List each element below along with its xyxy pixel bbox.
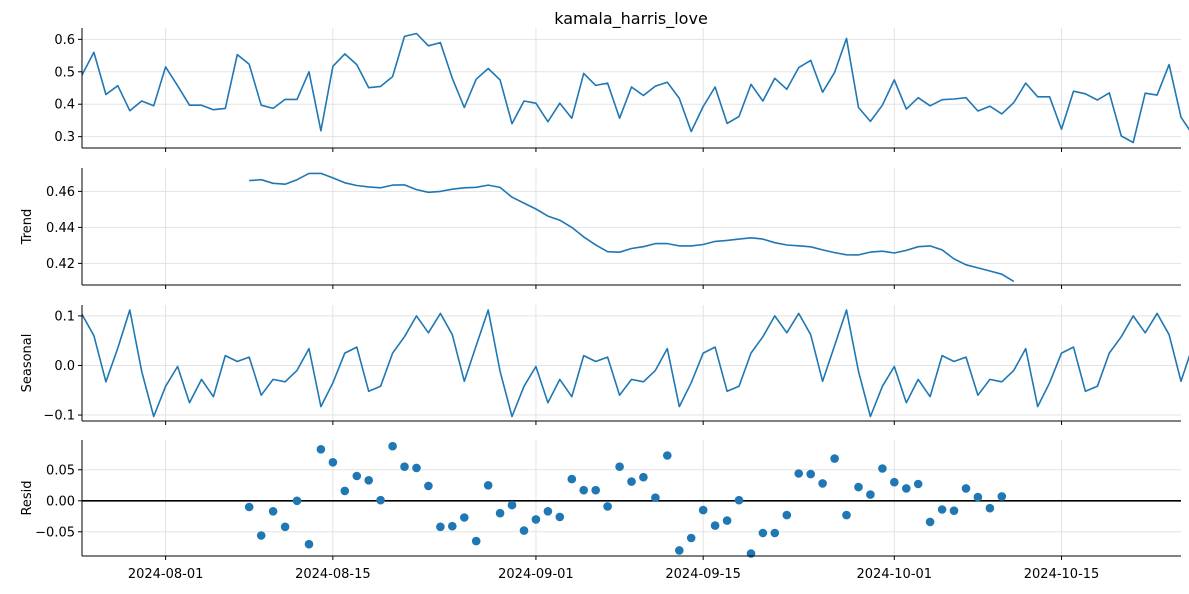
resid-point (424, 481, 433, 491)
y-tick-label: 0.42 (46, 257, 75, 272)
resid-point (818, 479, 827, 488)
resid-point (483, 481, 493, 490)
resid-point (890, 477, 899, 487)
resid-point (866, 490, 875, 499)
resid-point (925, 517, 935, 527)
resid-point (937, 505, 947, 514)
resid-point (567, 474, 577, 484)
y-tick-label: 0.1 (54, 309, 75, 324)
resid-point (400, 462, 409, 472)
y-tick-label: 0.5 (54, 65, 75, 80)
resid-point (244, 502, 254, 512)
resid-point (746, 549, 756, 558)
resid-point (961, 484, 971, 493)
resid-point (340, 486, 350, 496)
x-tick-label: 2024-10-01 (857, 567, 933, 582)
x-tick-label: 2024-09-15 (665, 567, 741, 582)
resid-point (507, 500, 517, 510)
resid-point (304, 539, 314, 549)
resid-point (722, 516, 732, 525)
resid-point (770, 528, 780, 538)
resid-point (352, 471, 362, 481)
resid-point (710, 521, 720, 530)
resid-point (579, 485, 588, 495)
resid-point (627, 477, 636, 486)
chart-title: kamala_harris_love (554, 9, 708, 29)
resid-point (830, 454, 839, 463)
resid-point (639, 472, 648, 482)
resid-point (663, 451, 672, 460)
x-tick-label: 2024-08-01 (128, 567, 204, 582)
resid-point (460, 513, 469, 522)
resid-point (878, 464, 887, 473)
resid-point (436, 522, 445, 532)
resid-point (913, 479, 923, 489)
y-tick-label: 0.4 (54, 98, 75, 113)
y-axis-label: Seasonal (20, 334, 35, 393)
resid-point (651, 493, 660, 503)
resid-point (997, 492, 1007, 501)
resid-point (734, 495, 744, 505)
resid-point (531, 515, 541, 524)
panel-seasonal: −0.1 0.0 0.1 Seasonal (20, 305, 1189, 425)
series-line (249, 172, 1015, 283)
resid-point (842, 510, 851, 520)
resid-point (794, 469, 803, 478)
resid-point (519, 526, 529, 535)
y-tick-label: 0.44 (46, 221, 75, 236)
resid-point (675, 546, 684, 555)
x-tick-label: 2024-10-15 (1024, 567, 1100, 582)
resid-point (902, 484, 911, 493)
resid-point (591, 485, 600, 495)
resid-point (985, 503, 995, 513)
resid-point (256, 531, 266, 540)
y-tick-label: 0.3 (54, 130, 75, 145)
resid-point (782, 510, 792, 520)
resid-point (292, 496, 302, 506)
resid-point (268, 507, 278, 516)
resid-point (448, 521, 457, 531)
resid-point (280, 522, 290, 532)
y-axis-label: Resid (20, 480, 35, 515)
panel-observed: 0.3 0.4 0.5 0.6 (54, 28, 1189, 152)
resid-point (555, 512, 565, 522)
y-tick-label: 0.0 (54, 359, 75, 374)
resid-point (471, 536, 481, 546)
y-tick-label: 0.05 (46, 463, 75, 478)
resid-point (388, 441, 397, 451)
x-tick-label: 2024-09-01 (498, 567, 574, 582)
series-line (81, 309, 1189, 418)
panel-trend: 0.42 0.44 0.46 Trend (20, 168, 1181, 289)
y-tick-label: 0.46 (46, 185, 75, 200)
resid-point (603, 502, 612, 511)
y-tick-label: −0.05 (35, 525, 75, 540)
resid-point (973, 492, 983, 502)
y-tick-label: 0.6 (54, 33, 75, 48)
resid-point (615, 462, 624, 472)
x-tick-label: 2024-08-15 (295, 567, 371, 582)
resid-point (316, 445, 326, 454)
resid-point (412, 463, 421, 473)
resid-point (806, 469, 815, 479)
y-tick-label: −0.1 (43, 409, 75, 424)
resid-point (543, 507, 553, 516)
resid-point (758, 528, 768, 538)
resid-point (328, 458, 338, 467)
resid-point (686, 533, 696, 543)
series-line (81, 32, 1189, 144)
resid-point (364, 476, 374, 485)
panel-resid: 2024-08-01 2024-08-15 2024-09-01 2024-09-15… (20, 440, 1181, 582)
y-axis-label: Trend (20, 209, 35, 246)
resid-point (949, 506, 959, 515)
resid-point (854, 482, 863, 492)
resid-point (698, 505, 708, 515)
resid-point (495, 508, 505, 518)
y-tick-label: 0.00 (46, 494, 75, 509)
resid-point (376, 495, 385, 505)
